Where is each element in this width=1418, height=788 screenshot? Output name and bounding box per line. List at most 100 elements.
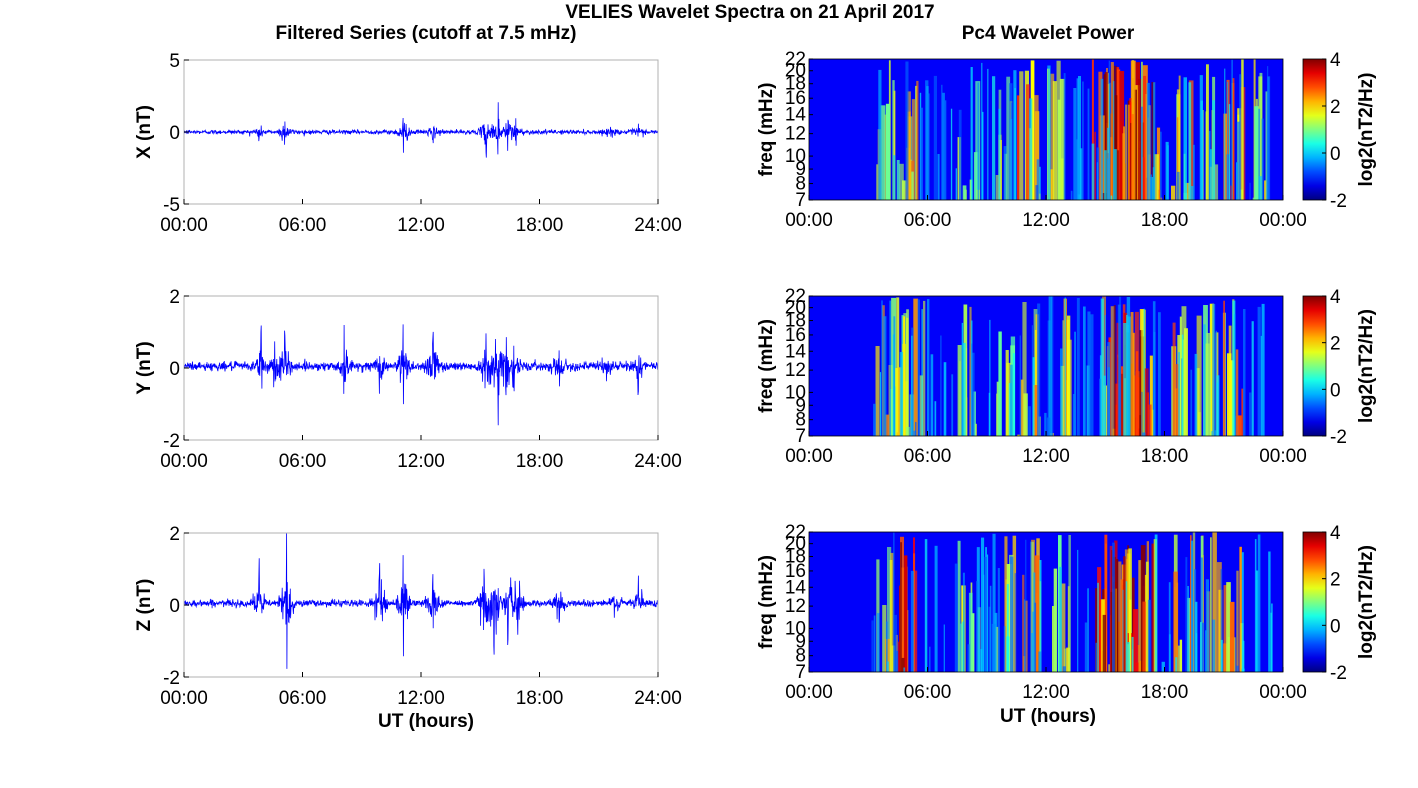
colorbar-label: log2(nT2/Hz) xyxy=(1356,545,1377,659)
y-tick-label: 9 xyxy=(795,159,806,180)
power-streak xyxy=(903,667,906,672)
power-streak xyxy=(955,168,957,200)
heatmap-cells xyxy=(873,296,1265,436)
power-streak xyxy=(998,331,1002,436)
x-tick-label: 06:00 xyxy=(904,446,952,467)
power-streak xyxy=(1101,650,1104,672)
y-tick-label: 7 xyxy=(795,426,806,447)
power-streak xyxy=(1254,539,1257,672)
power-streak xyxy=(1079,148,1083,200)
power-streak xyxy=(1144,368,1149,436)
x-tick-label: 12:00 xyxy=(397,688,445,709)
power-streak xyxy=(1206,64,1209,200)
power-streak xyxy=(1147,599,1151,672)
x-tick-label: 06:00 xyxy=(279,688,327,709)
power-streak xyxy=(1012,353,1016,436)
power-streak xyxy=(1239,546,1242,672)
power-streak xyxy=(1200,622,1202,672)
power-streak xyxy=(1082,81,1084,200)
power-streak xyxy=(1125,581,1128,672)
power-streak xyxy=(1233,314,1236,436)
power-streak xyxy=(1019,335,1021,436)
power-streak xyxy=(1087,311,1091,436)
power-streak xyxy=(1060,365,1066,436)
power-streak xyxy=(1116,559,1119,672)
power-streak xyxy=(1203,324,1206,436)
power-streak xyxy=(887,547,892,672)
heatmap-background xyxy=(809,532,1283,672)
colorbar-gradient xyxy=(1302,531,1327,673)
x-tick-label: 12:00 xyxy=(1022,682,1070,703)
y-tick-label: 22 xyxy=(785,286,806,307)
y-tick-label: 8 xyxy=(795,410,806,431)
power-streak xyxy=(1029,98,1033,200)
power-streak xyxy=(1100,298,1104,436)
colorbar-tick-label: 2 xyxy=(1330,97,1341,118)
power-streak xyxy=(1039,560,1042,672)
x-tick-label: 12:00 xyxy=(1022,446,1070,467)
colorbar-tick-label: 4 xyxy=(1330,287,1341,308)
power-streak xyxy=(1178,352,1180,436)
power-streak xyxy=(1057,99,1061,200)
power-streak xyxy=(1103,375,1106,436)
y-tick-label: 12 xyxy=(785,596,806,617)
y-tick-label: 14 xyxy=(785,341,807,362)
power-streak xyxy=(1152,301,1156,436)
power-streak xyxy=(1146,82,1150,200)
power-streak xyxy=(1260,335,1262,436)
power-streak xyxy=(957,540,961,672)
power-streak xyxy=(911,171,914,200)
x-tick-label: 06:00 xyxy=(279,451,327,472)
power-streak xyxy=(1249,392,1252,436)
power-streak xyxy=(1227,81,1229,200)
power-streak xyxy=(1123,556,1126,672)
power-streak xyxy=(901,567,906,672)
power-streak xyxy=(1051,296,1054,436)
power-streak xyxy=(1147,404,1152,436)
power-streak xyxy=(1070,190,1073,200)
power-streak xyxy=(1096,162,1098,200)
power-streak xyxy=(1090,314,1094,436)
power-streak xyxy=(1107,127,1109,200)
power-streak xyxy=(1113,81,1115,200)
power-streak xyxy=(1119,373,1124,436)
power-streak xyxy=(1036,159,1039,200)
y-tick-label: 0 xyxy=(169,359,180,380)
power-streak xyxy=(1209,303,1215,436)
power-streak xyxy=(884,114,887,200)
power-streak xyxy=(906,317,909,436)
power-streak xyxy=(960,623,962,672)
power-streak xyxy=(940,335,942,436)
y-tick-label: 9 xyxy=(795,631,806,652)
power-streak xyxy=(900,542,902,672)
power-streak xyxy=(1185,557,1188,672)
power-streak xyxy=(1059,78,1065,200)
colorbar: -2 0 2 4 log2(nT2/Hz) xyxy=(1302,523,1377,684)
power-streak xyxy=(1023,599,1025,672)
power-streak xyxy=(1030,541,1034,672)
colorbar-tick-label: 0 xyxy=(1330,380,1341,401)
power-streak xyxy=(970,67,973,200)
power-streak xyxy=(1006,76,1011,200)
power-streak xyxy=(969,306,972,436)
power-streak xyxy=(1060,348,1063,436)
power-streak xyxy=(1048,296,1052,436)
power-streak xyxy=(1194,353,1198,436)
y-tick-label: 20 xyxy=(785,298,806,319)
power-streak xyxy=(911,335,913,436)
power-streak xyxy=(971,343,973,436)
power-streak xyxy=(1200,557,1203,672)
power-streak xyxy=(1236,121,1240,200)
power-streak xyxy=(1077,549,1079,672)
y-tick-label: 14 xyxy=(785,577,807,598)
y-tick-label: 2 xyxy=(169,287,180,308)
power-streak xyxy=(1116,150,1119,200)
y-tick-label: -5 xyxy=(163,195,180,216)
power-streak xyxy=(998,108,1001,200)
power-streak xyxy=(878,69,882,201)
power-streak xyxy=(1258,108,1261,200)
power-streak xyxy=(954,563,958,672)
power-streak xyxy=(1257,306,1261,436)
power-streak xyxy=(875,346,880,436)
power-streak xyxy=(1052,81,1057,200)
